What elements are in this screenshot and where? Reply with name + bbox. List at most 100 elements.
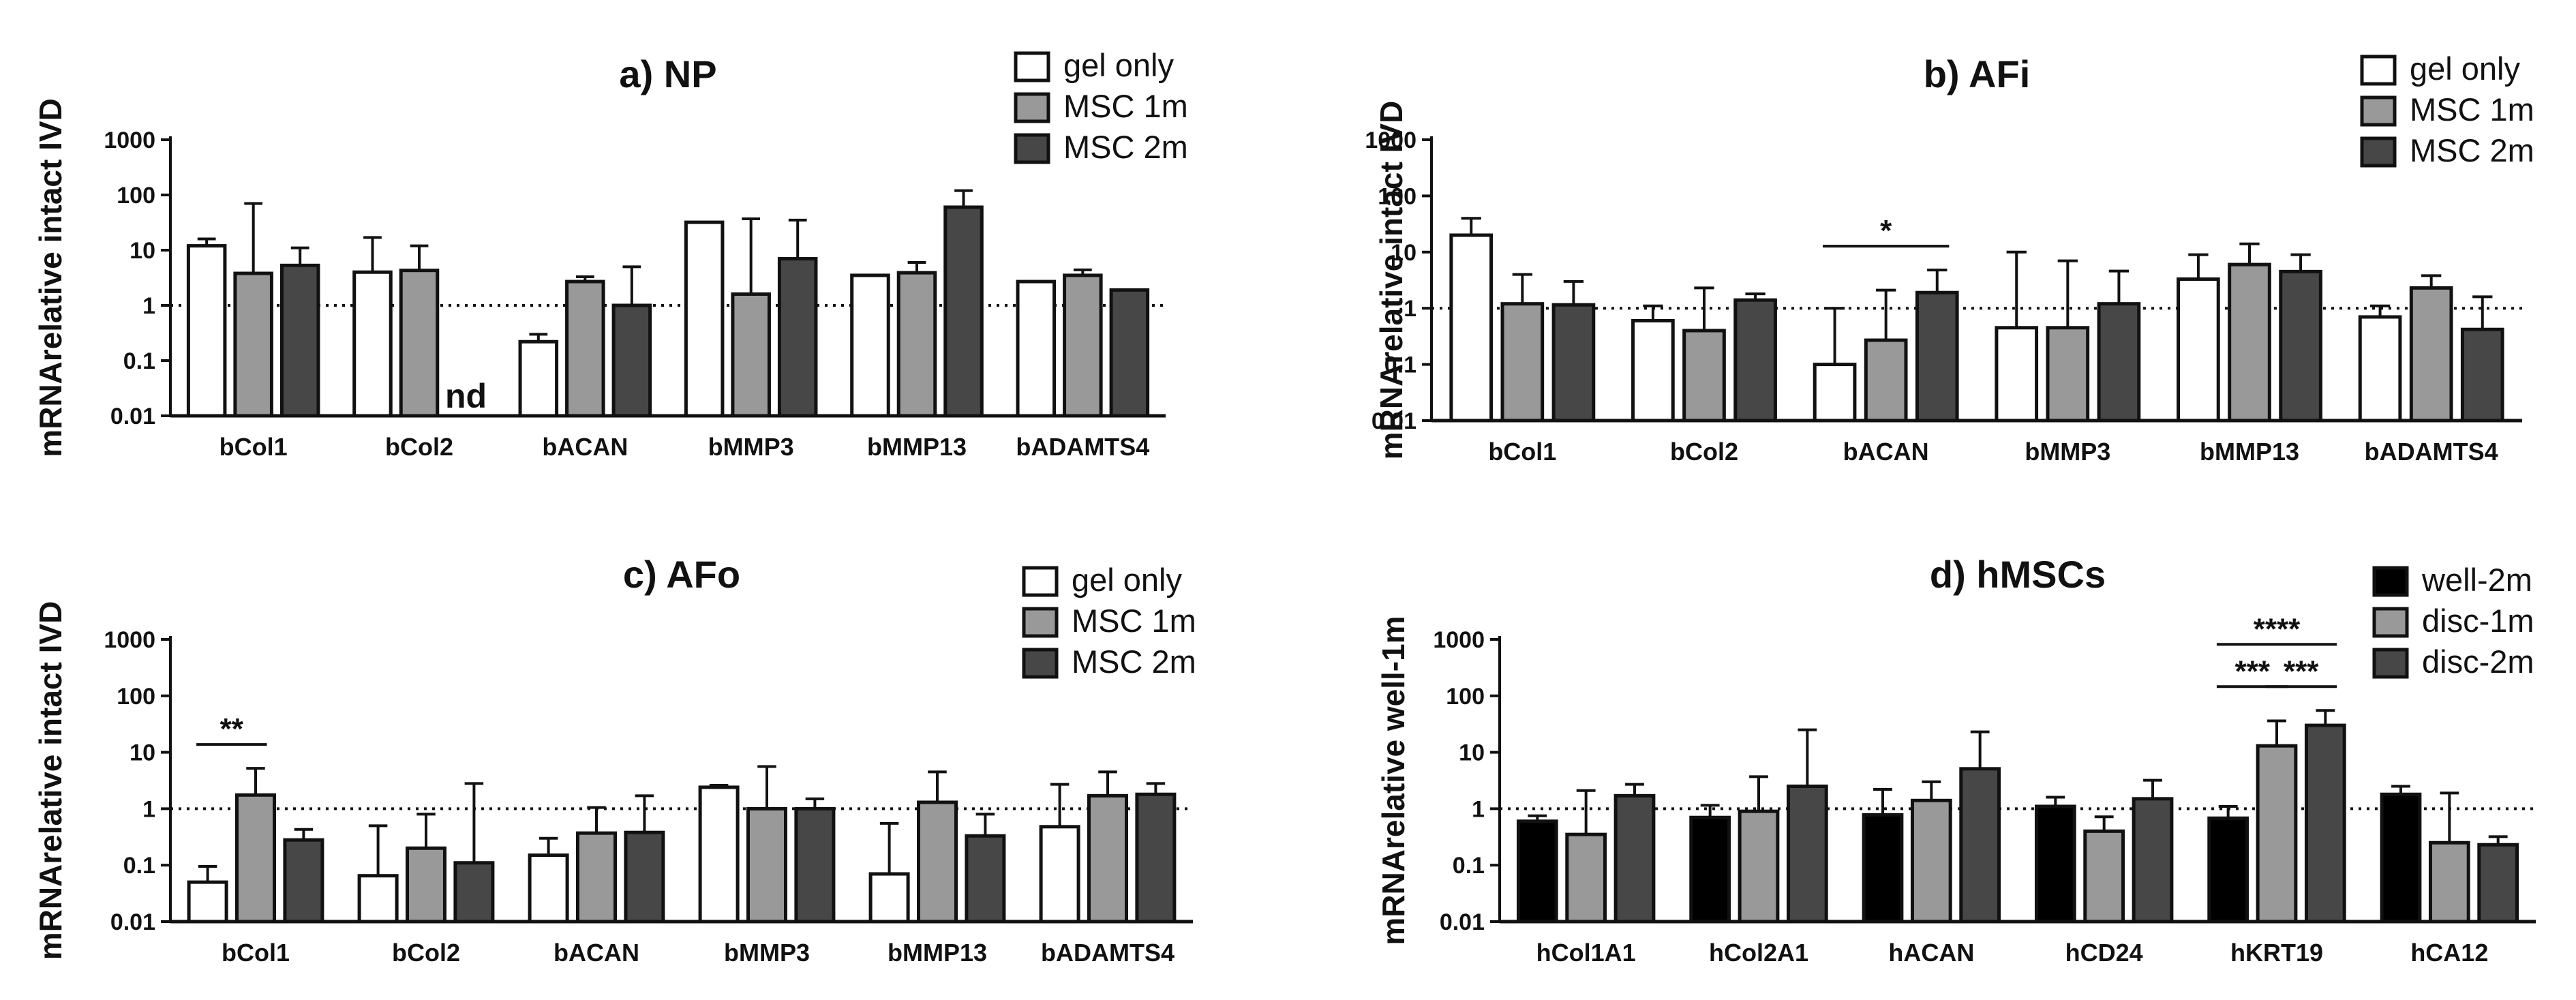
legend-label: disc-1m bbox=[2422, 603, 2534, 639]
x-tick-label: bCol2 bbox=[385, 433, 453, 461]
y-axis-label: mRNArelative intact IVD bbox=[33, 601, 68, 960]
x-tick-label: bACAN bbox=[542, 433, 628, 461]
bar-bMMP3-MSC-2m bbox=[777, 257, 818, 418]
x-tick-label: bMMP13 bbox=[2200, 438, 2299, 466]
legend-label: gel only bbox=[1072, 562, 1182, 598]
bar-bCol1-MSC-1m bbox=[233, 271, 273, 418]
significance-label: *** bbox=[2235, 654, 2271, 688]
legend-label: gel only bbox=[1063, 47, 1174, 83]
bar-bMMP13-gel-only bbox=[868, 872, 910, 924]
bar-hKRT19-disc-2m bbox=[2304, 723, 2346, 924]
bar-bMMP13-MSC-2m bbox=[943, 205, 984, 418]
x-tick-label: bCol1 bbox=[222, 939, 290, 967]
bar-bADAMTS4-MSC-2m bbox=[1109, 288, 1150, 418]
x-tick-label: bACAN bbox=[554, 939, 639, 967]
bar-bMMP3-gel-only bbox=[698, 785, 740, 924]
significance-label: **** bbox=[2254, 612, 2301, 646]
bar-bADAMTS4-gel-only bbox=[1016, 279, 1057, 418]
x-tick-label: bMMP3 bbox=[724, 939, 810, 967]
bar-bMMP13-gel-only bbox=[2177, 277, 2220, 423]
bar-bMMP13-MSC-1m bbox=[917, 800, 958, 924]
bar-bADAMTS4-MSC-2m bbox=[1135, 792, 1177, 924]
legend-swatch bbox=[2372, 607, 2409, 638]
bar-bCol2-MSC-1m bbox=[1682, 329, 1726, 423]
bar-bMMP3-MSC-1m bbox=[746, 806, 787, 924]
y-tick-label: 0.1 bbox=[1453, 853, 1485, 879]
bar-bACAN-gel-only bbox=[1813, 363, 1857, 423]
bar-hACAN-well-2m bbox=[1862, 813, 1904, 924]
x-tick-label: bACAN bbox=[1843, 438, 1929, 466]
x-tick-label: bCol2 bbox=[1670, 438, 1738, 466]
bar-hCA12-disc-2m bbox=[2477, 843, 2519, 924]
y-tick-label: 10 bbox=[130, 238, 155, 264]
x-tick-label: bADAMTS4 bbox=[1041, 939, 1175, 967]
bar-bACAN-gel-only bbox=[528, 853, 569, 924]
chart-panel-4: d) hMSCs mRNArelative well-1m 0.01 0.1 1 10 10… bbox=[1376, 553, 2536, 967]
chart-title: d) hMSCs bbox=[1930, 553, 2106, 596]
legend-label: well-2m bbox=[2421, 562, 2532, 598]
x-tick-label: bADAMTS4 bbox=[2365, 438, 2498, 466]
legend-swatch bbox=[2360, 136, 2397, 168]
y-tick-label: 100 bbox=[117, 183, 155, 209]
y-tick-label: 1000 bbox=[104, 627, 155, 653]
x-tick-label: bCol1 bbox=[219, 433, 288, 461]
bar-bADAMTS4-gel-only bbox=[1039, 825, 1080, 924]
bar-bADAMTS4-MSC-1m bbox=[1063, 273, 1103, 418]
x-tick-label: bCol2 bbox=[392, 939, 460, 967]
bar-bADAMTS4-MSC-1m bbox=[2409, 286, 2453, 423]
legend-swatch bbox=[2360, 55, 2397, 86]
bar-bCol2-gel-only bbox=[1631, 318, 1675, 423]
bar-bMMP13-MSC-2m bbox=[965, 834, 1006, 924]
bar-bMMP3-MSC-1m bbox=[2046, 326, 2090, 423]
y-tick-label: 0.1 bbox=[123, 348, 155, 374]
x-tick-label: bMMP13 bbox=[888, 939, 987, 967]
bar-bMMP3-MSC-2m bbox=[2097, 302, 2141, 423]
bar-hCol1A1-disc-2m bbox=[1613, 793, 1656, 924]
x-tick-label: hCA12 bbox=[2410, 939, 2488, 967]
bar-bMMP13-MSC-2m bbox=[2279, 269, 2322, 423]
bar-bCol2-gel-only bbox=[357, 874, 399, 924]
bar-hCD24-disc-2m bbox=[2132, 797, 2174, 924]
y-tick-label: 0.01 bbox=[110, 404, 155, 429]
legend-label: disc-2m bbox=[2422, 643, 2534, 680]
significance-label: *** bbox=[2284, 654, 2319, 688]
bar-bCol1-gel-only bbox=[187, 880, 228, 924]
bar-bCol1-gel-only bbox=[186, 244, 227, 418]
legend-swatch bbox=[2372, 566, 2409, 597]
y-tick-label: 100 bbox=[117, 684, 155, 710]
legend-label: MSC 1m bbox=[1072, 603, 1196, 639]
legend-swatch bbox=[1022, 566, 1059, 597]
legend-swatch bbox=[2360, 95, 2397, 127]
x-tick-label: bADAMTS4 bbox=[1016, 433, 1149, 461]
y-tick-label: 100 bbox=[1446, 684, 1485, 710]
bar-bCol2-gel-only bbox=[352, 270, 393, 418]
legend-label: MSC 1m bbox=[2410, 91, 2534, 127]
bar-hKRT19-disc-1m bbox=[2256, 744, 2298, 924]
bar-bMMP13-MSC-1m bbox=[896, 271, 937, 418]
bar-hCol1A1-well-2m bbox=[1516, 819, 1558, 924]
y-tick-label: 0.1 bbox=[123, 853, 155, 879]
legend-swatch bbox=[1014, 92, 1050, 123]
bar-bACAN-MSC-1m bbox=[565, 279, 605, 418]
legend-swatch bbox=[1022, 607, 1059, 638]
x-tick-label: hACAN bbox=[1888, 939, 1974, 967]
bar-bCol1-MSC-2m bbox=[1551, 303, 1596, 423]
not-detected-label: nd bbox=[445, 377, 487, 415]
x-tick-label: bMMP3 bbox=[708, 433, 794, 461]
bar-hCD24-well-2m bbox=[2034, 804, 2076, 924]
x-tick-label: hKRT19 bbox=[2230, 939, 2323, 967]
legend-swatch bbox=[1022, 648, 1059, 679]
bar-bCol1-MSC-2m bbox=[283, 838, 324, 924]
bar-bMMP3-MSC-1m bbox=[731, 292, 771, 418]
y-tick-label: 1 bbox=[142, 293, 155, 319]
y-tick-label: 0.01 bbox=[1372, 408, 1416, 434]
bar-bCol1-gel-only bbox=[1449, 233, 1494, 423]
x-tick-label: hCol1A1 bbox=[1536, 939, 1636, 967]
bar-bCol2-MSC-2m bbox=[453, 861, 495, 924]
y-tick-label: 10 bbox=[1391, 240, 1416, 266]
bar-bCol2-MSC-1m bbox=[406, 846, 446, 924]
bar-bMMP13-MSC-1m bbox=[2228, 262, 2271, 423]
y-tick-label: 100 bbox=[1378, 183, 1416, 209]
legend-swatch bbox=[2372, 648, 2409, 679]
